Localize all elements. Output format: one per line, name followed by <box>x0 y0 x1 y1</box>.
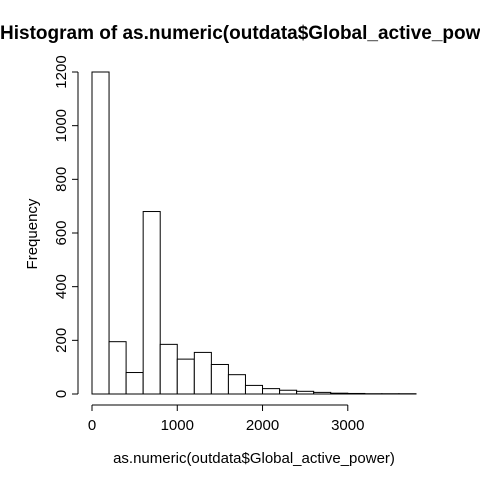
x-tick-label: 0 <box>88 417 96 434</box>
x-axis-label: as.numeric(outdata$Global_active_power) <box>113 450 395 467</box>
histogram-bar <box>91 71 110 395</box>
histogram-bar <box>279 389 298 395</box>
y-axis-label: Frequency <box>24 198 41 269</box>
y-tick-label: 400 <box>53 274 70 299</box>
histogram-bar <box>313 391 332 395</box>
x-tick-label: 1000 <box>161 417 194 434</box>
histogram-bar <box>347 392 366 395</box>
histogram-bar <box>210 363 229 395</box>
y-tick-label: 800 <box>53 167 70 192</box>
bars-group <box>91 71 417 395</box>
histogram-bar <box>125 372 144 395</box>
histogram-bar <box>244 384 264 395</box>
histogram-bar <box>330 392 349 395</box>
chart-title: Histogram of as.numeric(outdata$Global_a… <box>0 23 480 44</box>
x-tick-label: 2000 <box>246 417 279 434</box>
histogram-bar <box>159 343 178 395</box>
histogram-bar <box>142 211 161 395</box>
histogram-bar <box>296 390 315 395</box>
histogram-bar <box>262 388 281 395</box>
histogram-bar <box>176 358 195 395</box>
y-tick-label: 200 <box>53 328 70 353</box>
y-axis: 0 200 400 600 800 1000 1200 <box>53 55 79 398</box>
x-axis: 0 1000 2000 3000 <box>88 404 364 434</box>
x-tick-label: 3000 <box>331 417 364 434</box>
y-tick-label: 600 <box>53 220 70 245</box>
y-tick-label: 0 <box>53 390 70 398</box>
y-tick-label: 1200 <box>53 55 70 88</box>
histogram-bar <box>108 341 127 395</box>
y-tick-label: 1000 <box>53 109 70 142</box>
histogram-bar <box>193 351 212 395</box>
histogram-bar <box>227 374 246 395</box>
